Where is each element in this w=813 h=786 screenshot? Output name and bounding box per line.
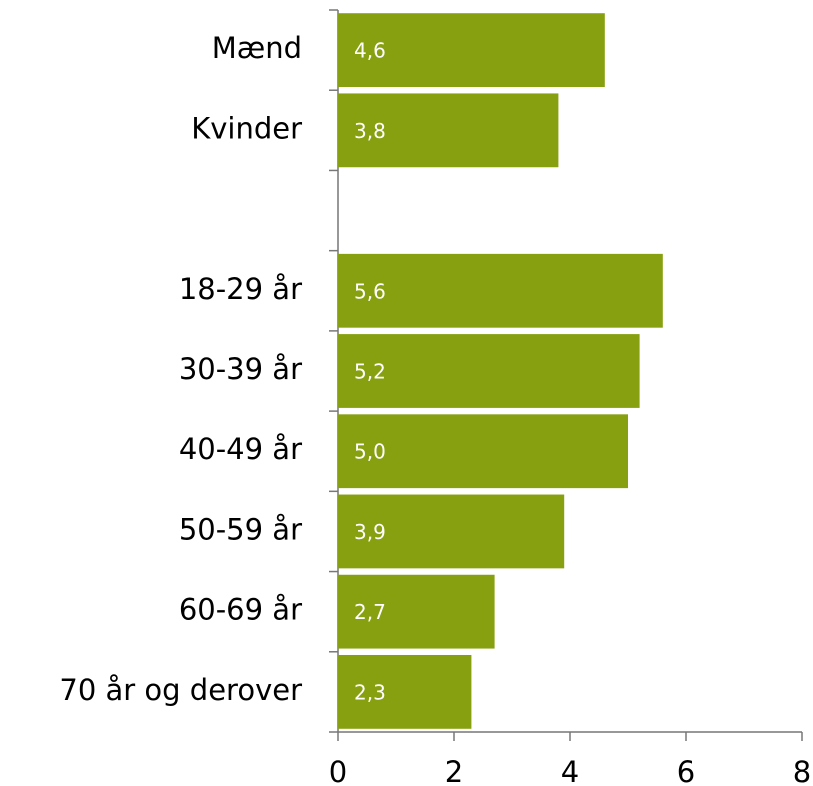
bar (338, 654, 472, 729)
category-label: Kvinder (191, 111, 302, 145)
bar (338, 574, 495, 649)
x-tick-label: 6 (677, 755, 695, 786)
x-tick-label: 4 (561, 755, 579, 786)
category-label: 30-39 år (179, 352, 302, 386)
category-label: 60-69 år (179, 593, 302, 627)
bar (338, 253, 663, 328)
bar (338, 334, 640, 408)
category-label: 18-29 år (179, 272, 302, 306)
category-label: 50-59 år (179, 512, 302, 546)
x-tick-label: 8 (793, 755, 811, 786)
value-label: 5,0 (354, 440, 386, 464)
bar (338, 494, 565, 569)
category-label: 40-49 år (179, 432, 302, 466)
value-label: 2,3 (354, 680, 386, 704)
value-label: 5,6 (354, 279, 386, 303)
value-label: 2,7 (354, 600, 386, 624)
bar (338, 93, 559, 168)
x-tick-label: 0 (329, 755, 347, 786)
category-label: 70 år og derover (59, 673, 302, 707)
value-label: 5,2 (354, 360, 386, 384)
bar (338, 414, 628, 489)
value-label: 3,8 (354, 119, 386, 143)
category-label: Mænd (212, 31, 302, 65)
value-label: 3,9 (354, 520, 386, 544)
bar (338, 13, 605, 88)
value-label: 4,6 (354, 39, 386, 63)
x-tick-label: 2 (445, 755, 463, 786)
